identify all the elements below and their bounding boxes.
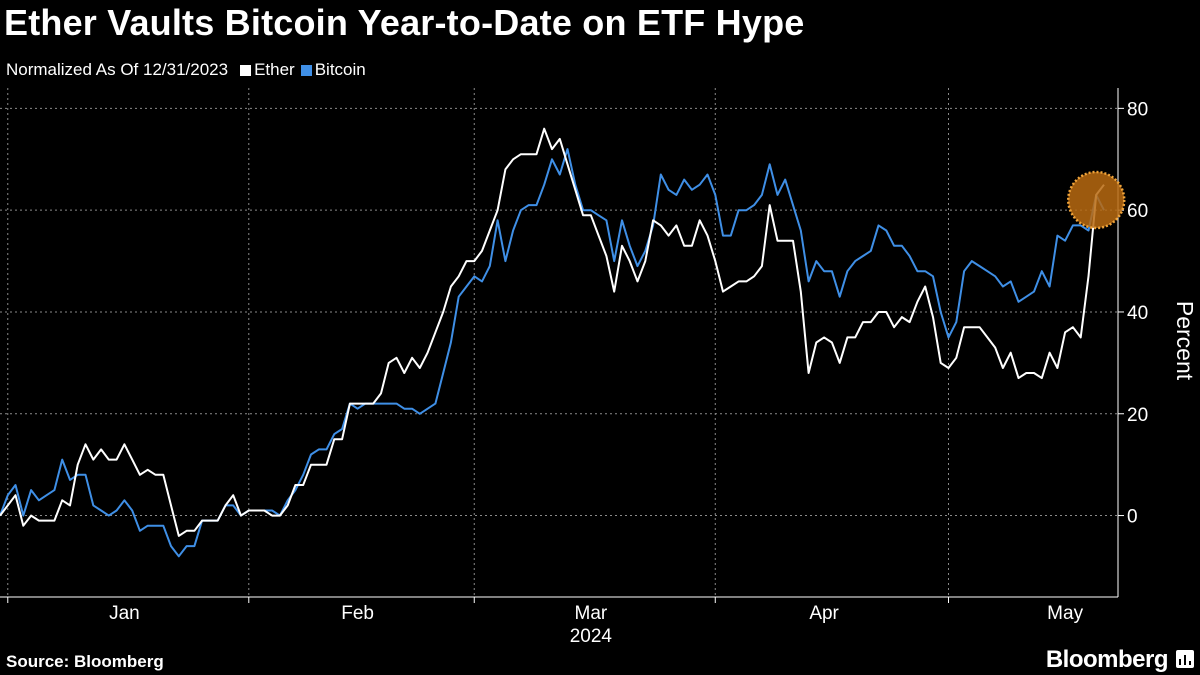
y-tick-label: 80 [1127,99,1148,120]
x-tick-label: Feb [341,603,374,624]
y-axis-label: Percent [1172,301,1198,381]
highlight-circle [1066,170,1126,230]
legend-label-bitcoin: Bitcoin [314,60,366,79]
bloomberg-chart-icon [1176,650,1194,668]
legend-item-bitcoin: Bitcoin [300,60,366,80]
chart-title: Ether Vaults Bitcoin Year-to-Date on ETF… [4,2,805,43]
x-tick-label: Jan [109,603,140,624]
x-tick-label: Mar [575,603,608,624]
y-tick-label: 20 [1127,405,1148,426]
x-year-label: 2024 [570,626,613,647]
legend-label-ether: Ether [254,60,295,79]
series-lines [0,127,1105,558]
brand-logo: Bloomberg [1045,646,1169,673]
legend-note: Normalized As Of 12/31/2023 [6,60,229,79]
x-tick-label: May [1047,603,1083,624]
source-note: Source: Bloomberg [6,652,164,671]
legend-item-ether: Ether [240,60,295,80]
legend-swatch-bitcoin [300,64,312,76]
legend-swatch-ether [240,64,252,76]
y-tick-label: 40 [1127,303,1148,324]
grid-lines [0,88,1118,597]
legend: Normalized As Of 12/31/2023 Ether Bitcoi… [6,60,372,80]
y-tick-label: 60 [1127,201,1148,222]
axes: 0 20 40 60 80 Jan Feb Mar Apr May 2024 Percent [0,88,1198,647]
highlight-circle-group [1066,170,1126,230]
series-line-bitcoin [0,148,1105,558]
y-tick-label: 0 [1127,507,1138,528]
series-line-ether [0,127,1105,537]
x-tick-label: Apr [809,603,839,624]
